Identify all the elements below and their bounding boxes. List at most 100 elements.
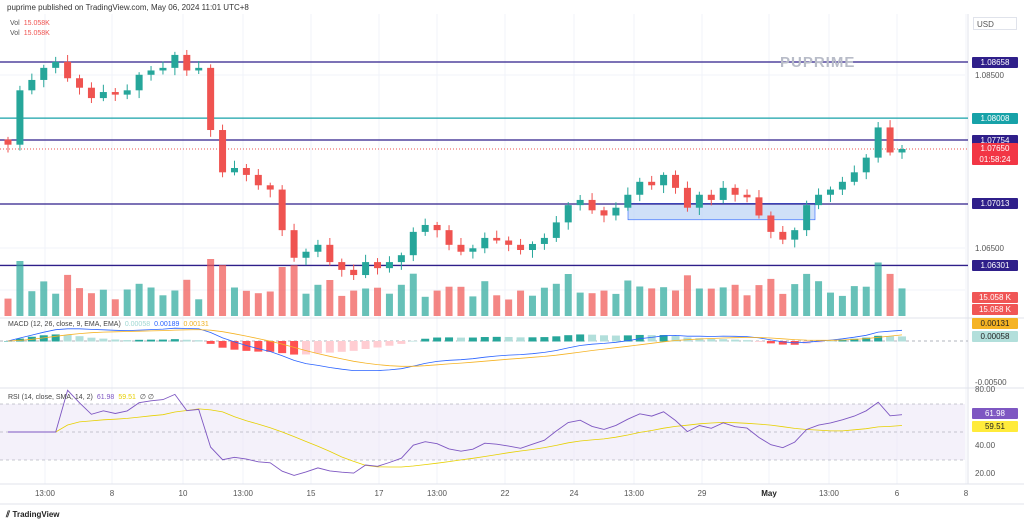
volume-bar xyxy=(374,287,382,316)
candle-body xyxy=(123,90,131,95)
macd-histogram-bar xyxy=(182,339,191,342)
currency-selector[interactable]: USD xyxy=(973,17,1017,30)
candle-body xyxy=(469,248,477,252)
macd-histogram-bar xyxy=(504,336,513,342)
volume-bar xyxy=(672,290,680,316)
candle-body xyxy=(636,181,644,195)
macd-histogram-bar xyxy=(313,341,322,354)
volume-bar xyxy=(266,291,274,316)
volume-bar xyxy=(648,288,656,316)
published-header: puprime published on TradingView.com, Ma… xyxy=(7,3,249,12)
candle-body xyxy=(731,187,739,195)
candle-body xyxy=(612,207,620,216)
macd-histogram-bar xyxy=(468,337,477,342)
macd-histogram-bar xyxy=(564,335,573,342)
volume-bar xyxy=(64,274,72,316)
candle-body xyxy=(445,230,453,245)
macd-signal-label: 0.00131 xyxy=(972,318,1018,329)
level-price-label: 1.07013 xyxy=(972,198,1018,210)
volume-bar xyxy=(767,278,775,316)
volume-legend-2: Vol 15.058K xyxy=(10,30,50,37)
macd-histogram-bar xyxy=(814,341,823,343)
candle-body xyxy=(421,224,429,232)
macd-histogram-bar xyxy=(695,338,704,342)
volume-bar xyxy=(540,287,548,316)
macd-histogram-bar xyxy=(886,336,895,342)
candle-body xyxy=(219,130,227,173)
macd-histogram-bar xyxy=(552,336,561,342)
candle-body xyxy=(207,67,215,131)
volume-bar xyxy=(815,281,823,316)
macd-histogram-bar xyxy=(576,334,585,342)
macd-histogram-bar xyxy=(397,341,406,344)
volume-bar xyxy=(302,293,310,316)
rsi-line xyxy=(8,389,903,476)
candle-body xyxy=(16,90,24,145)
volume-bar xyxy=(28,291,36,316)
macd-histogram-bar xyxy=(731,339,740,342)
volume-legend-1: Vol 15.058K xyxy=(10,20,50,27)
volume-bar xyxy=(528,295,536,316)
candle-body xyxy=(576,199,584,206)
volume-bar xyxy=(326,280,334,316)
candle-body xyxy=(755,197,763,216)
rsi-sma-line xyxy=(8,408,903,468)
macd-histogram-bar xyxy=(898,336,906,342)
candle-body xyxy=(528,243,536,251)
x-axis-label: 8 xyxy=(109,489,115,498)
candle-body xyxy=(517,244,525,251)
volume-bar xyxy=(803,273,811,316)
candle-body xyxy=(290,230,298,258)
macd-histogram-bar xyxy=(39,335,48,342)
volume-bar xyxy=(76,288,84,316)
volume-bar xyxy=(219,265,227,316)
candle-body xyxy=(266,185,274,190)
volume-bar xyxy=(207,259,215,316)
macd-histogram-bar xyxy=(194,340,203,342)
candle-body xyxy=(385,262,393,269)
macd-tick: -0.00500 xyxy=(975,378,1007,387)
candle-body xyxy=(374,262,382,269)
x-axis-label: 8 xyxy=(963,489,969,498)
volume-bar xyxy=(385,293,393,316)
macd-histogram-bar xyxy=(766,341,775,344)
candle-body xyxy=(326,244,334,263)
x-axis-label: 15 xyxy=(306,489,316,498)
tradingview-logo[interactable]: ⫽ TradingView xyxy=(6,509,60,519)
volume-bar xyxy=(660,287,668,316)
macd-histogram-bar xyxy=(87,337,96,342)
candle-body xyxy=(886,127,894,153)
candle-body xyxy=(850,172,858,182)
candle-body xyxy=(481,237,489,249)
volume-bar xyxy=(600,290,608,316)
candle-body xyxy=(183,54,191,71)
rsi-tick: 40.00 xyxy=(975,441,996,450)
volume-bar xyxy=(588,293,596,316)
candle-body xyxy=(52,61,60,68)
level-price-label: 1.06301 xyxy=(972,259,1018,271)
candle-body xyxy=(648,181,656,186)
volume-bar xyxy=(683,275,691,316)
candle-body xyxy=(815,194,823,206)
candle-body xyxy=(779,231,787,240)
volume-bar xyxy=(874,262,882,316)
volume-bar xyxy=(886,273,894,316)
macd-histogram-bar xyxy=(325,341,334,353)
candle-body xyxy=(660,174,668,186)
macd-histogram-bar xyxy=(754,341,763,342)
candle-body xyxy=(874,127,882,158)
candle-body xyxy=(230,168,238,173)
macd-histogram-bar xyxy=(51,334,60,342)
macd-histogram-bar xyxy=(456,337,465,342)
candle-body xyxy=(826,189,834,195)
candle-body xyxy=(362,262,370,276)
macd-histogram-bar xyxy=(611,335,620,342)
macd-histogram-bar xyxy=(433,337,442,342)
volume-bar xyxy=(397,284,405,316)
volume-bar xyxy=(898,288,906,316)
macd-histogram-bar xyxy=(361,341,370,349)
candle-body xyxy=(242,168,250,175)
macd-histogram-bar xyxy=(707,339,716,342)
